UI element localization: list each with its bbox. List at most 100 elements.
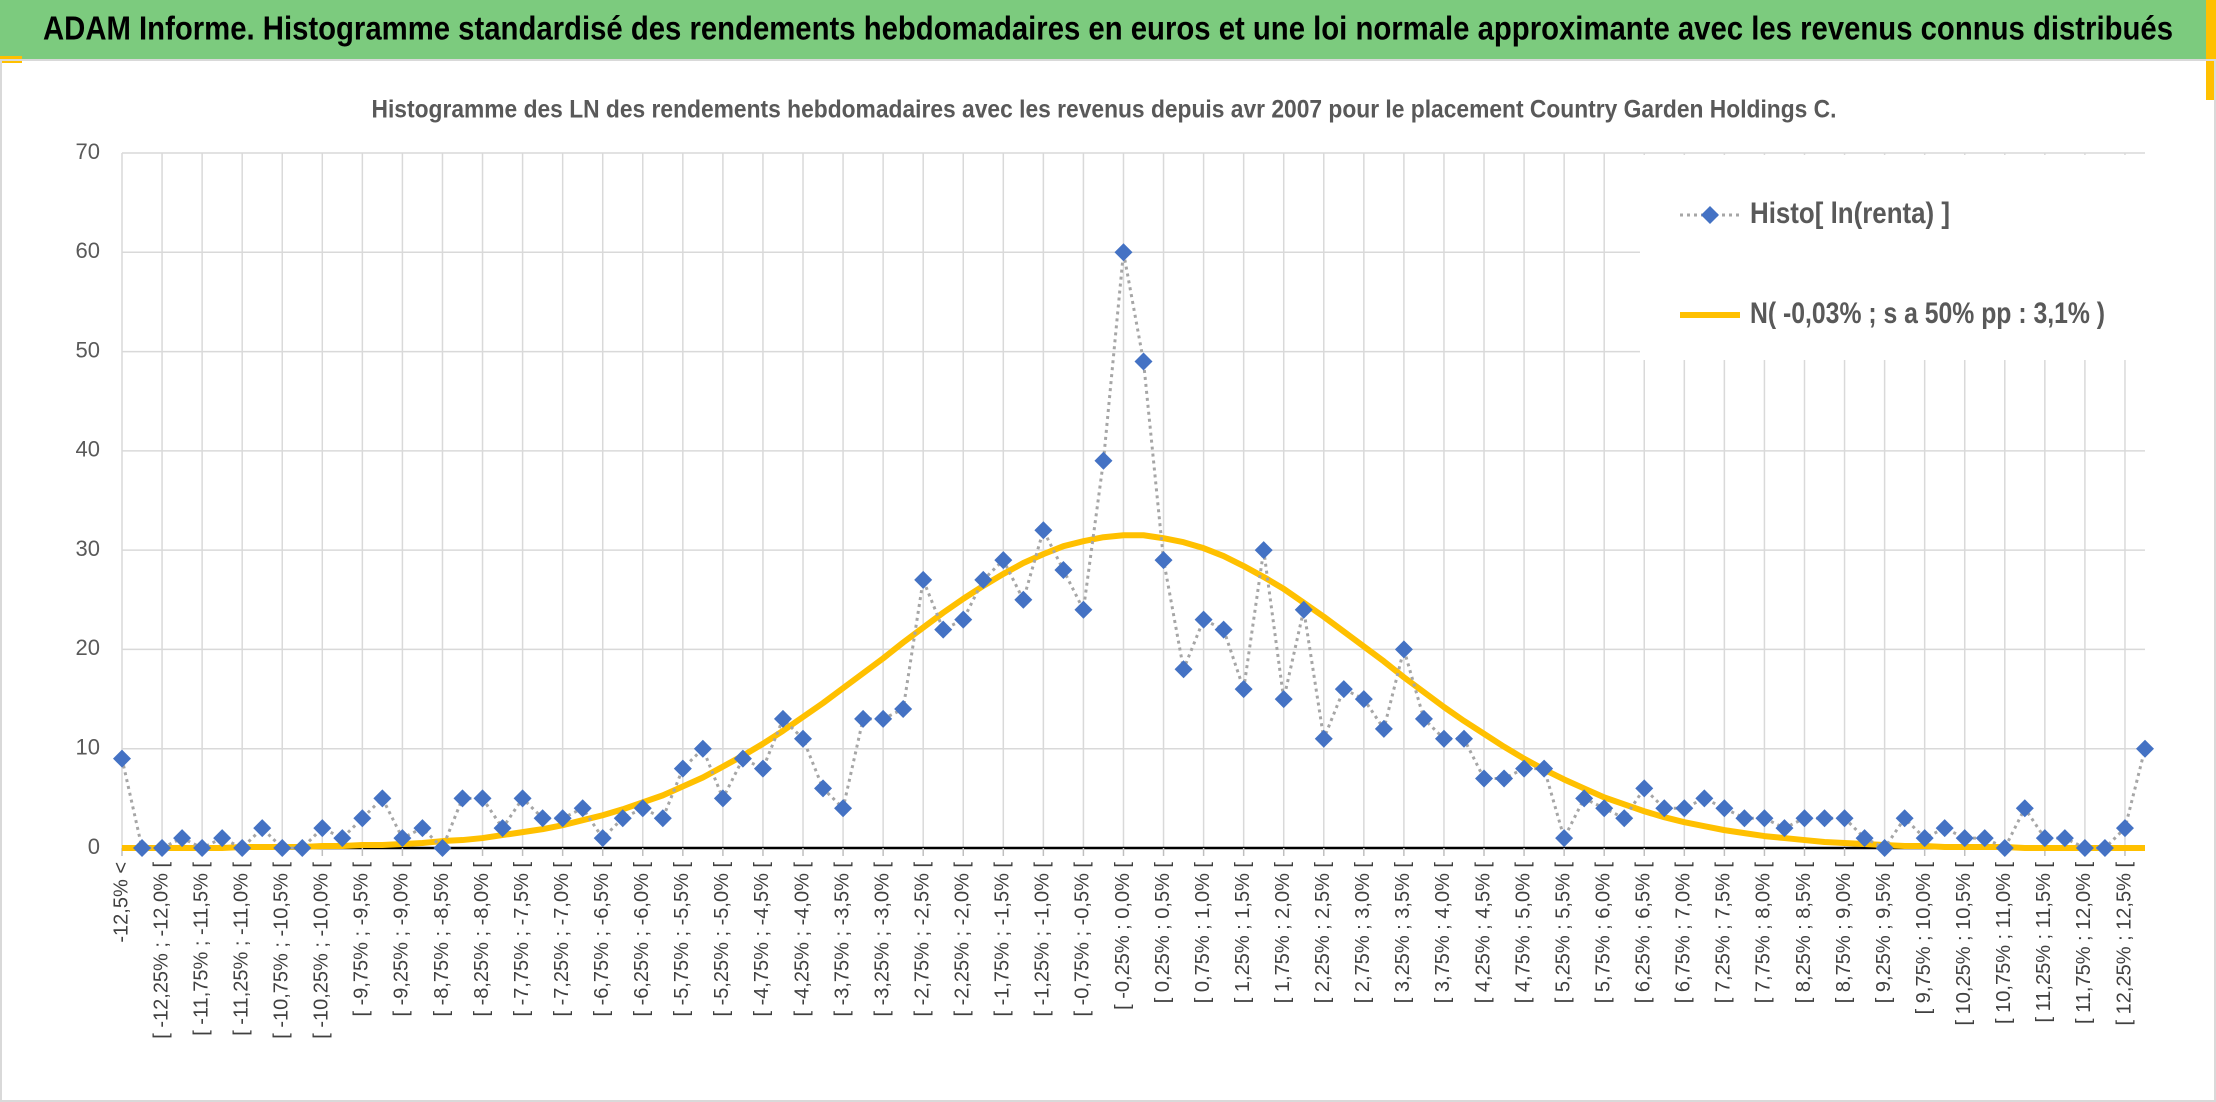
- x-tick-label: [ -4,75% ; -4,5% [: [751, 862, 773, 1017]
- data-point: [633, 799, 652, 818]
- data-point: [673, 759, 692, 778]
- x-tick-label: [ -6,25% ; -6,0% [: [631, 862, 653, 1017]
- data-point: [1294, 600, 1313, 619]
- data-point: [994, 551, 1013, 570]
- data-point: [1014, 590, 1033, 609]
- data-point: [874, 709, 893, 728]
- x-tick-label: [ -9,25% ; -9,0% [: [391, 862, 413, 1017]
- data-point: [1234, 680, 1253, 699]
- data-point: [533, 809, 552, 828]
- data-point: [693, 739, 712, 758]
- data-point: [1194, 610, 1213, 629]
- x-tick-label: [ -9,75% ; -9,5% [: [351, 862, 373, 1017]
- data-point: [1875, 839, 1894, 857]
- x-tick-label: [ 8,25% ; 8,5% [: [1793, 862, 1815, 1004]
- y-tick-label: 20: [76, 635, 100, 660]
- x-tick-label: [ 11,75% ; 12,0% [: [2073, 862, 2095, 1024]
- data-point: [1555, 829, 1574, 848]
- x-tick-label: [ -2,75% ; -2,5% [: [911, 862, 933, 1017]
- data-point: [173, 829, 192, 848]
- data-point: [1114, 243, 1133, 262]
- x-tick-label: [ 6,75% ; 7,0% [: [1673, 862, 1695, 1004]
- x-tick-label: [ 6,25% ; 6,5% [: [1633, 862, 1655, 1004]
- y-tick-label: 60: [76, 238, 100, 263]
- data-point: [1354, 690, 1373, 709]
- data-point: [1835, 809, 1854, 828]
- data-point: [213, 829, 232, 848]
- data-point: [1434, 729, 1453, 748]
- data-point: [353, 809, 372, 828]
- data-point: [1394, 640, 1413, 659]
- y-tick-label: 70: [76, 139, 100, 164]
- x-tick-label: [ 8,75% ; 9,0% [: [1833, 862, 1855, 1004]
- x-tick-label: [ 11,25% ; 11,5% [: [2033, 862, 2055, 1023]
- x-tick-label: [ -1,75% ; -1,5% [: [992, 862, 1014, 1017]
- data-point: [373, 789, 392, 808]
- x-tick-label: [ 2,25% ; 2,5% [: [1312, 862, 1334, 1004]
- x-tick-label: [ -1,25% ; -1,0% [: [1032, 862, 1054, 1017]
- data-point: [193, 839, 212, 857]
- data-point: [2035, 829, 2054, 848]
- data-point: [1154, 551, 1173, 570]
- legend-marker: [1701, 206, 1719, 224]
- data-point: [233, 839, 252, 857]
- data-point: [814, 779, 833, 798]
- legend-label: Histo[ ln(renta) ]: [1750, 197, 1950, 230]
- data-point: [1915, 829, 1934, 848]
- data-point: [1775, 819, 1794, 838]
- data-point: [433, 839, 452, 857]
- data-point: [894, 700, 913, 718]
- data-point: [413, 819, 432, 838]
- data-point: [1174, 660, 1193, 679]
- data-point: [713, 789, 732, 808]
- data-point: [1635, 779, 1654, 798]
- data-point: [954, 610, 973, 629]
- data-point: [1815, 809, 1834, 828]
- x-tick-label: [ -7,25% ; -7,0% [: [551, 862, 573, 1017]
- data-point: [1374, 719, 1393, 738]
- data-point: [2095, 839, 2114, 857]
- data-point: [1134, 352, 1153, 371]
- data-point: [834, 799, 853, 818]
- data-point: [974, 570, 993, 589]
- x-tick-label: [ 7,25% ; 7,5% [: [1713, 862, 1735, 1004]
- x-tick-label: [ 0,25% ; 0,5% [: [1152, 862, 1174, 1004]
- x-tick-label: [ 10,25% ; 10,5% [: [1953, 862, 1975, 1026]
- x-tick-label: [ 4,25% ; 4,5% [: [1472, 862, 1494, 1004]
- data-point: [293, 839, 312, 857]
- x-tick-label: [ -7,75% ; -7,5% [: [511, 862, 533, 1017]
- data-point: [1975, 829, 1994, 848]
- x-tick-label: [ 1,75% ; 2,0% [: [1272, 862, 1294, 1004]
- y-tick-label: 0: [88, 834, 100, 859]
- data-point: [934, 620, 953, 639]
- data-point: [1575, 789, 1594, 808]
- data-point: [1314, 729, 1333, 748]
- data-point: [1855, 829, 1874, 848]
- data-point: [1274, 690, 1293, 709]
- x-tick-label: [ 12,25% ; 12,5% [: [2113, 862, 2135, 1026]
- data-point: [1735, 809, 1754, 828]
- data-point: [1034, 521, 1053, 540]
- x-tick-label: [ -0,25% ; 0,0% [: [1112, 862, 1134, 1010]
- data-point: [513, 789, 532, 808]
- data-point: [153, 839, 172, 857]
- data-point: [1955, 829, 1974, 848]
- banner: [0, 0, 2216, 60]
- data-point: [2055, 829, 2074, 848]
- x-tick-label: [ 10,75% ; 11,0% [: [1993, 862, 2015, 1024]
- x-tick-label: [ -0,75% ; -0,5% [: [1072, 862, 1094, 1017]
- data-point: [453, 789, 472, 808]
- data-point: [1935, 819, 1954, 838]
- x-tick-label: [ -5,25% ; -5,0% [: [711, 862, 733, 1017]
- y-tick-label: 10: [76, 735, 100, 760]
- data-point: [1615, 809, 1634, 828]
- x-tick-label: [ -11,75% ; -11,5% [: [190, 862, 212, 1036]
- data-point: [553, 809, 572, 828]
- x-tick-label: [ 0,75% ; 1,0% [: [1192, 862, 1214, 1004]
- x-tick-label: [ -12,25% ; -12,0% [: [150, 862, 172, 1039]
- data-point: [1475, 769, 1494, 788]
- data-point: [1895, 809, 1914, 828]
- data-point: [253, 819, 272, 838]
- x-tick-label: [ -4,25% ; -4,0% [: [791, 862, 813, 1017]
